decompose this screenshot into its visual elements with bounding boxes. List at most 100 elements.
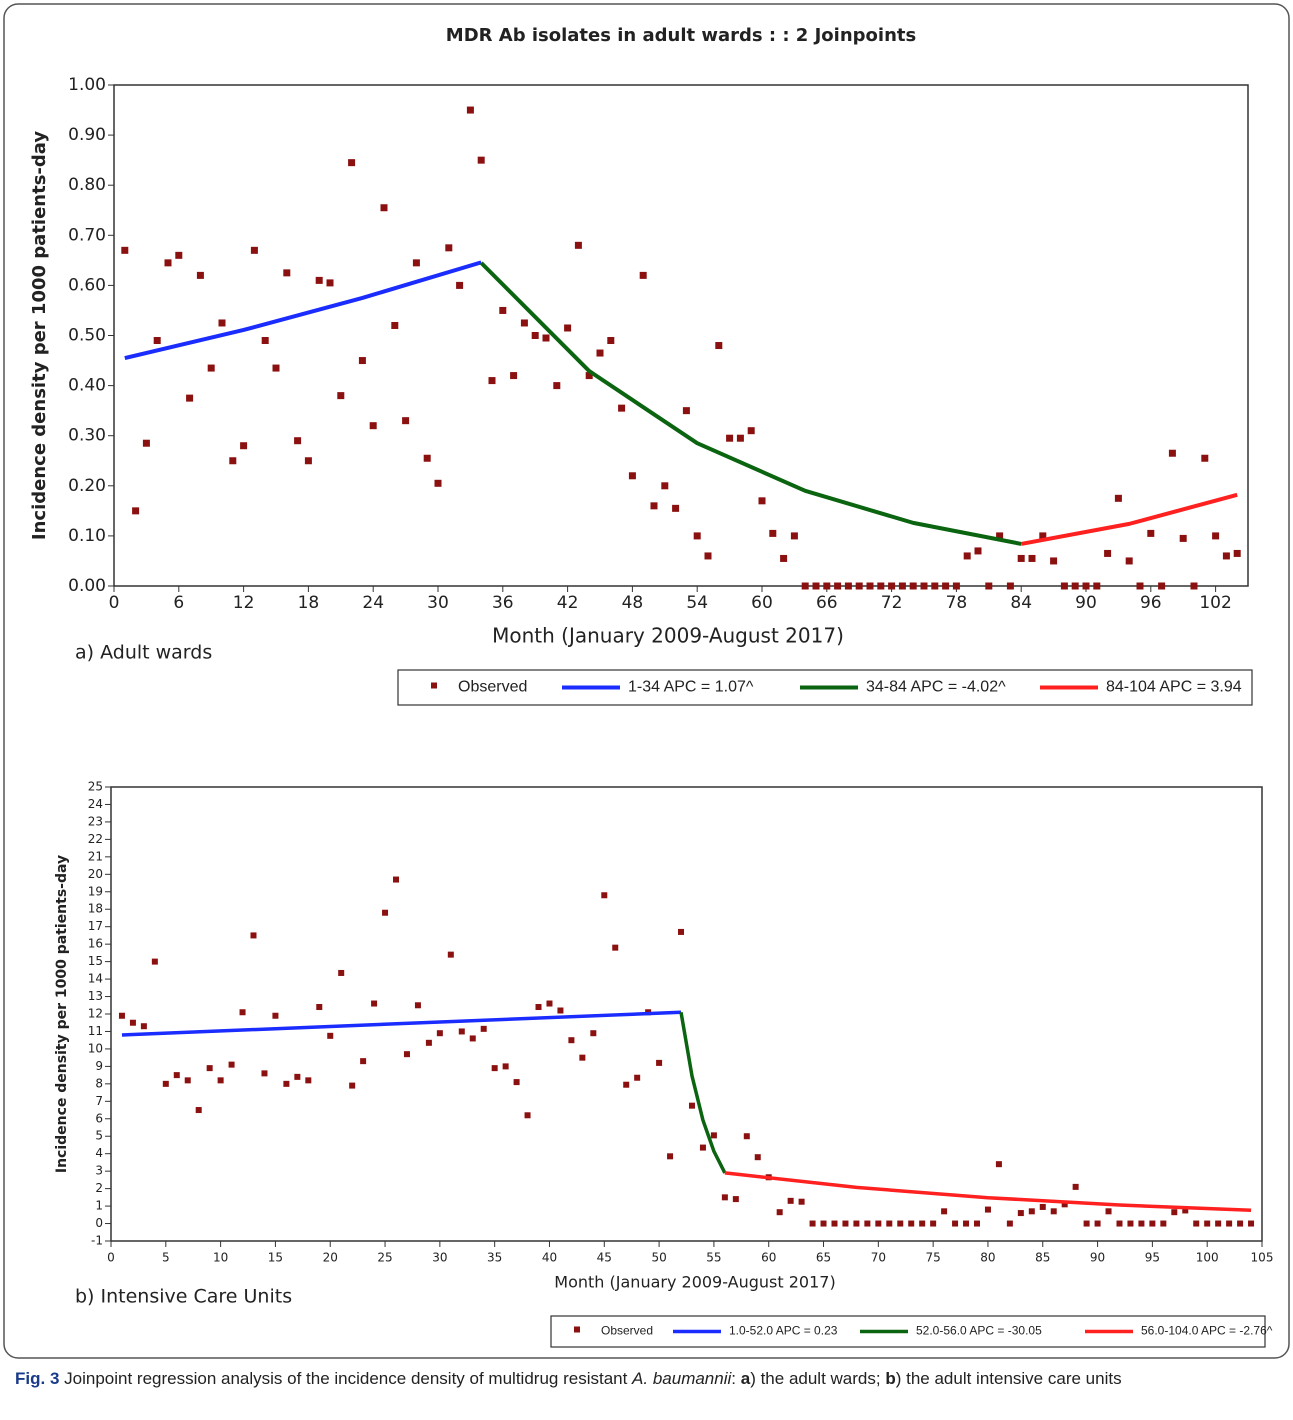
x-tick-label: 80 [980,1251,995,1265]
y-tick-label: 0.00 [68,576,106,596]
observed-point [434,479,442,487]
observed-point [1028,554,1036,562]
observed-point [1060,582,1068,590]
legend-label: Observed [601,1324,653,1338]
x-tick-label: 96 [1140,593,1162,613]
observed-point [909,582,917,590]
observed-point [601,892,608,899]
y-tick-label: 17 [88,919,103,933]
observed-point [1006,582,1014,590]
observed-point [315,276,323,284]
observed-point [693,532,701,540]
observed-point [391,321,399,329]
x-tick-label: 75 [926,1251,941,1265]
y-tick-label: 25 [88,780,103,794]
legend-label: 1.0-52.0 APC = 0.23 [729,1324,838,1338]
observed-point [798,1198,805,1205]
observed-point [1226,1220,1233,1227]
y-tick-label: 15 [88,954,103,968]
observed-point [855,582,863,590]
x-tick-label: 55 [706,1251,721,1265]
observed-point [984,1206,991,1213]
observed-point [349,1082,356,1089]
y-tick-label: 0.40 [68,376,106,396]
observed-point [326,279,334,287]
observed-point [272,364,280,372]
y-tick-label: 0.80 [68,175,106,195]
observed-point [564,324,572,332]
x-tick-label: 0 [109,593,120,613]
y-tick-label: 12 [88,1007,103,1021]
observed-point [458,1028,465,1035]
x-tick-label: 50 [651,1251,666,1265]
observed-point [261,337,269,345]
observed-point [831,1220,838,1227]
observed-point [834,582,842,590]
observed-point [996,532,1004,540]
x-tick-label: 45 [597,1251,612,1265]
y-tick-label: 18 [88,902,103,916]
legend-label: Observed [458,679,527,696]
observed-point [812,582,820,590]
y-tick-label: 1 [95,1199,103,1213]
observed-point [403,1051,410,1058]
x-tick-label: 36 [492,593,514,613]
observed-point [844,582,852,590]
observed-point [704,552,712,560]
observed-point [445,244,453,252]
observed-point [1017,554,1025,562]
observed-point [672,504,680,512]
observed-point [758,497,766,505]
observed-point [499,306,507,314]
y-tick-label: 22 [88,832,103,846]
observed-point [520,319,528,327]
observed-point [1050,1208,1057,1215]
observed-point [809,1220,816,1227]
plot-area [113,84,1249,587]
x-tick-label: 35 [487,1251,502,1265]
observed-point [1116,1220,1123,1227]
x-tick-label: 15 [268,1251,283,1265]
observed-point [1127,1220,1134,1227]
observed-point [942,582,950,590]
y-tick-label: 1.00 [68,75,106,95]
observed-point [1006,1220,1013,1227]
observed-point [261,1070,268,1077]
observed-point [1182,1207,1189,1214]
observed-point [995,1161,1002,1168]
x-tick-label: 65 [816,1251,831,1265]
x-tick-label: 102 [1199,593,1231,613]
observed-point [228,1061,235,1068]
y-tick-label: 10 [88,1041,103,1055]
observed-point [634,1074,641,1081]
observed-point [207,364,215,372]
trend-line [121,1010,682,1037]
y-tick-label: 9 [95,1059,103,1073]
chart-title: MDR Ab isolates in adult wards : : 2 Joi… [446,25,916,46]
legend-swatch [431,682,437,689]
observed-point [304,457,312,465]
observed-point [754,1154,761,1161]
observed-point [380,204,388,212]
observed-point [491,1065,498,1072]
observed-point [678,928,685,935]
observed-point [1082,582,1090,590]
observed-point [1237,1220,1244,1227]
observed-point [1222,552,1230,560]
y-tick-label: 0.90 [68,125,106,145]
observed-point [618,404,626,412]
y-axis-label: Incidence density per 1000 patients-day [29,131,50,540]
x-tick-label: 105 [1251,1251,1274,1265]
panel-label: b) Intensive Care Units [75,1286,292,1308]
y-tick-label: 3 [95,1164,103,1178]
observed-point [628,472,636,480]
observed-point [1039,532,1047,540]
observed-point [743,1133,750,1140]
observed-point [1039,1203,1046,1210]
y-tick-label: 11 [88,1024,103,1038]
legend-label: 52.0-56.0 APC = -30.05 [916,1324,1042,1338]
observed-point [195,1107,202,1114]
observed-point [402,417,410,425]
observed-point [1215,1220,1222,1227]
